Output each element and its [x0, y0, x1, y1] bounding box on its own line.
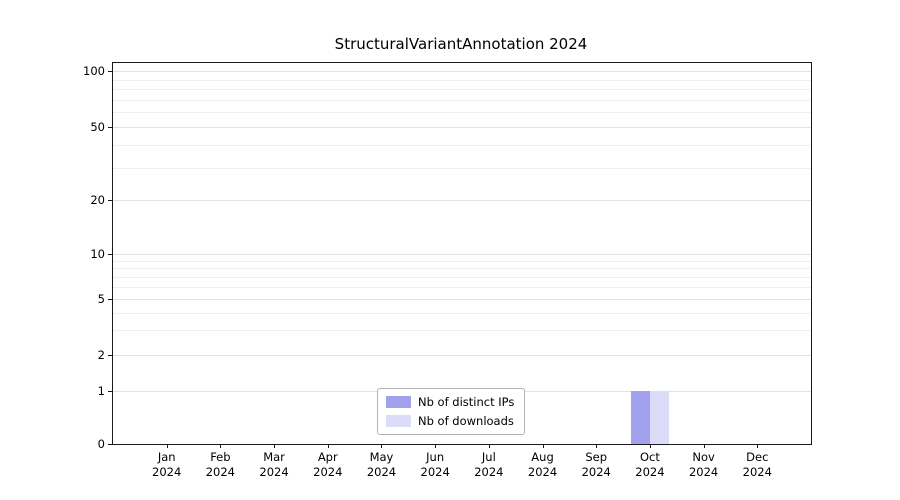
x-axis-tick-label: Oct 2024 — [635, 450, 665, 479]
bar-nb-of-downloads-oct — [649, 391, 669, 444]
x-axis-tick-label: Dec 2024 — [742, 450, 772, 479]
minor-gridline — [113, 88, 811, 90]
major-gridline — [113, 253, 811, 255]
minor-gridline — [113, 99, 811, 101]
x-tick-mark — [703, 444, 705, 448]
x-tick-mark — [488, 444, 490, 448]
y-tick-mark — [108, 391, 112, 393]
y-axis-tick-label: 100 — [83, 64, 105, 78]
major-gridline — [113, 127, 811, 128]
minor-gridline — [113, 112, 811, 114]
minor-gridline — [113, 167, 811, 169]
minor-gridline — [113, 287, 811, 289]
x-tick-mark — [220, 444, 222, 448]
x-tick-mark — [435, 444, 437, 448]
x-axis-tick-label: Feb 2024 — [205, 450, 236, 479]
x-tick-mark — [274, 444, 276, 448]
x-tick-mark — [381, 444, 383, 448]
plot-area: 0 1 2 5 10 20 50 100 Jan 2024 Feb 2024 Mar 2024 Apr… — [83, 62, 812, 479]
major-gridline — [113, 71, 811, 72]
x-axis-tick-label: Aug 2024 — [527, 450, 558, 479]
x-axis-tick-label: Sep 2024 — [581, 450, 611, 479]
legend: Nb of distinct IPs Nb of downloads — [377, 388, 526, 435]
y-axis-tick-label: 20 — [90, 193, 105, 208]
y-axis-tick-label: 10 — [90, 246, 105, 261]
y-axis-tick-label: 50 — [90, 120, 105, 134]
legend-label-distinct-ips: Nb of distinct IPs — [418, 395, 515, 409]
x-tick-mark — [757, 444, 759, 448]
minor-gridline — [113, 277, 811, 279]
y-tick-mark — [108, 354, 112, 356]
legend-item-distinct-ips: Nb of distinct IPs — [386, 395, 514, 409]
y-tick-mark — [108, 71, 112, 72]
major-gridline — [113, 200, 811, 202]
y-tick-mark — [108, 253, 112, 255]
x-axis-tick-label: Apr 2024 — [313, 450, 343, 479]
minor-gridline — [113, 144, 811, 146]
y-axis-tick-label: 0 — [97, 437, 105, 451]
y-tick-mark — [108, 200, 112, 202]
legend-swatch-downloads — [386, 415, 411, 427]
x-axis-tick-label: Jan 2024 — [152, 450, 182, 479]
x-tick-mark — [327, 444, 329, 448]
minor-gridline — [113, 268, 811, 270]
x-axis-tick-label: Jul 2024 — [474, 450, 504, 479]
x-tick-mark — [649, 444, 651, 448]
x-tick-mark — [596, 444, 598, 448]
y-axis-tick-label: 1 — [97, 384, 105, 399]
legend-item-downloads: Nb of downloads — [386, 414, 514, 428]
y-axis-tick-label: 2 — [97, 347, 105, 362]
y-tick-mark — [108, 127, 112, 128]
major-gridline — [113, 298, 811, 300]
y-tick-mark — [108, 298, 112, 300]
minor-gridline — [113, 312, 811, 314]
x-axis-tick-label: Jun 2024 — [420, 450, 450, 479]
minor-gridline — [113, 79, 811, 81]
minor-gridline — [113, 260, 811, 262]
legend-label-downloads: Nb of downloads — [418, 414, 514, 428]
x-tick-mark — [542, 444, 544, 448]
x-axis-tick-label: Mar 2024 — [259, 450, 289, 479]
minor-gridline — [113, 330, 811, 332]
major-gridline — [113, 354, 811, 356]
y-axis-tick-label: 5 — [97, 291, 105, 306]
x-axis-tick-label: Nov 2024 — [688, 450, 719, 479]
bar-nb-of-distinct-ips-oct — [630, 391, 650, 444]
legend-swatch-distinct-ips — [386, 396, 411, 408]
chart-title: StructuralVariantAnnotation 2024 — [334, 35, 588, 53]
x-tick-mark — [166, 444, 168, 448]
x-axis-tick-label: May 2024 — [366, 450, 397, 479]
y-tick-mark — [108, 444, 112, 445]
